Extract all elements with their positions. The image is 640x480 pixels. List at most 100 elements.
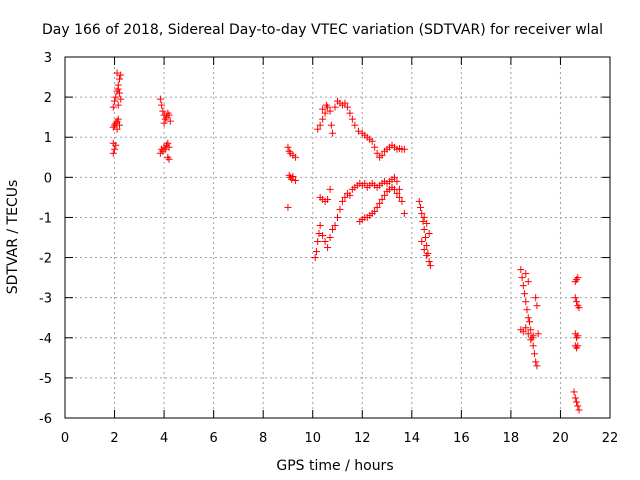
- data-point: [291, 153, 299, 161]
- data-point: [415, 197, 423, 205]
- data-point: [329, 225, 337, 233]
- y-tick-label: 3: [44, 51, 52, 66]
- data-point: [326, 234, 334, 241]
- data-point: [165, 155, 173, 163]
- data-point: [574, 332, 582, 340]
- data-point: [573, 398, 581, 406]
- y-tick-label: 0: [44, 171, 52, 186]
- x-tick-label: 20: [552, 431, 569, 446]
- data-point: [164, 139, 172, 147]
- y-axis-title: SDTVAR / TECUs: [5, 180, 21, 295]
- data-point: [393, 189, 401, 197]
- data-point: [314, 238, 322, 246]
- data-point: [355, 127, 363, 135]
- data-point: [319, 231, 327, 239]
- y-tick-label: -5: [39, 372, 52, 387]
- data-point: [423, 252, 431, 260]
- data-point: [419, 217, 427, 225]
- data-point: [570, 388, 578, 396]
- data-point: [418, 209, 426, 217]
- data-point: [284, 203, 292, 211]
- data-point: [326, 107, 334, 115]
- data-point: [533, 302, 541, 310]
- x-tick-label: 6: [209, 431, 217, 446]
- y-axis: -6 -5 -4 -3 -2 -1 0 1 2 3: [39, 51, 610, 427]
- data-point: [420, 213, 428, 221]
- data-point: [114, 101, 122, 109]
- data-point: [311, 254, 319, 262]
- data-point: [571, 394, 579, 402]
- data-point: [111, 97, 119, 105]
- data-point: [291, 177, 299, 185]
- data-point: [393, 177, 401, 185]
- data-point: [371, 143, 379, 151]
- data-point: [418, 238, 426, 246]
- data-point: [116, 89, 123, 97]
- data-point: [523, 306, 531, 314]
- x-axis-title: GPS time / hours: [276, 458, 393, 474]
- data-point: [334, 213, 341, 221]
- data-points: [109, 69, 583, 414]
- data-point: [423, 219, 431, 227]
- data-point: [525, 318, 533, 326]
- data-point: [575, 304, 583, 312]
- grid: [65, 57, 610, 418]
- y-tick-label: -3: [39, 292, 52, 307]
- data-point: [284, 143, 292, 151]
- data-point: [529, 342, 537, 350]
- data-point: [289, 173, 297, 181]
- data-point: [331, 103, 339, 111]
- x-tick-label: 4: [160, 431, 168, 446]
- data-point: [114, 115, 122, 123]
- data-point: [321, 109, 329, 117]
- data-point: [371, 207, 379, 215]
- data-point: [331, 221, 339, 229]
- data-point: [314, 125, 322, 133]
- data-point: [113, 69, 121, 77]
- data-point: [533, 362, 541, 370]
- data-point: [341, 99, 349, 107]
- data-point: [532, 294, 540, 302]
- data-point: [351, 121, 359, 129]
- x-tick-label: 18: [503, 431, 520, 446]
- data-point: [398, 197, 406, 205]
- data-point: [420, 225, 428, 233]
- data-point: [574, 342, 582, 350]
- data-point: [113, 125, 121, 133]
- data-point: [390, 185, 398, 193]
- data-point: [574, 274, 582, 282]
- data-point: [166, 117, 174, 125]
- data-point: [158, 101, 166, 109]
- data-point: [534, 330, 542, 338]
- y-tick-label: -1: [39, 211, 52, 226]
- data-point: [160, 119, 168, 127]
- data-point: [400, 209, 408, 217]
- x-axis: 0 2 4 6 8 10 12 14 16 18 20 22: [61, 57, 618, 446]
- data-point: [315, 229, 323, 237]
- data-point: [109, 103, 117, 111]
- data-point: [117, 71, 125, 79]
- data-point: [316, 121, 324, 129]
- data-point: [517, 266, 525, 274]
- data-point: [336, 205, 344, 213]
- data-point: [161, 145, 169, 153]
- data-point: [361, 179, 369, 187]
- data-point: [321, 238, 329, 246]
- chart-title: Day 166 of 2018, Sidereal Day-to-day VTE…: [42, 22, 603, 38]
- data-point: [327, 121, 335, 129]
- data-point: [348, 115, 356, 123]
- data-point: [116, 121, 123, 129]
- data-point: [324, 244, 332, 252]
- data-point: [527, 326, 535, 334]
- data-point: [575, 406, 583, 414]
- data-point: [400, 145, 408, 153]
- data-point: [316, 221, 324, 229]
- y-tick-label: 2: [44, 91, 52, 106]
- data-point: [319, 115, 327, 123]
- data-point: [114, 85, 122, 93]
- data-point: [376, 199, 384, 207]
- x-tick-label: 22: [602, 431, 619, 446]
- data-point: [574, 402, 582, 410]
- data-point: [322, 101, 330, 109]
- y-tick-label: -2: [39, 252, 52, 267]
